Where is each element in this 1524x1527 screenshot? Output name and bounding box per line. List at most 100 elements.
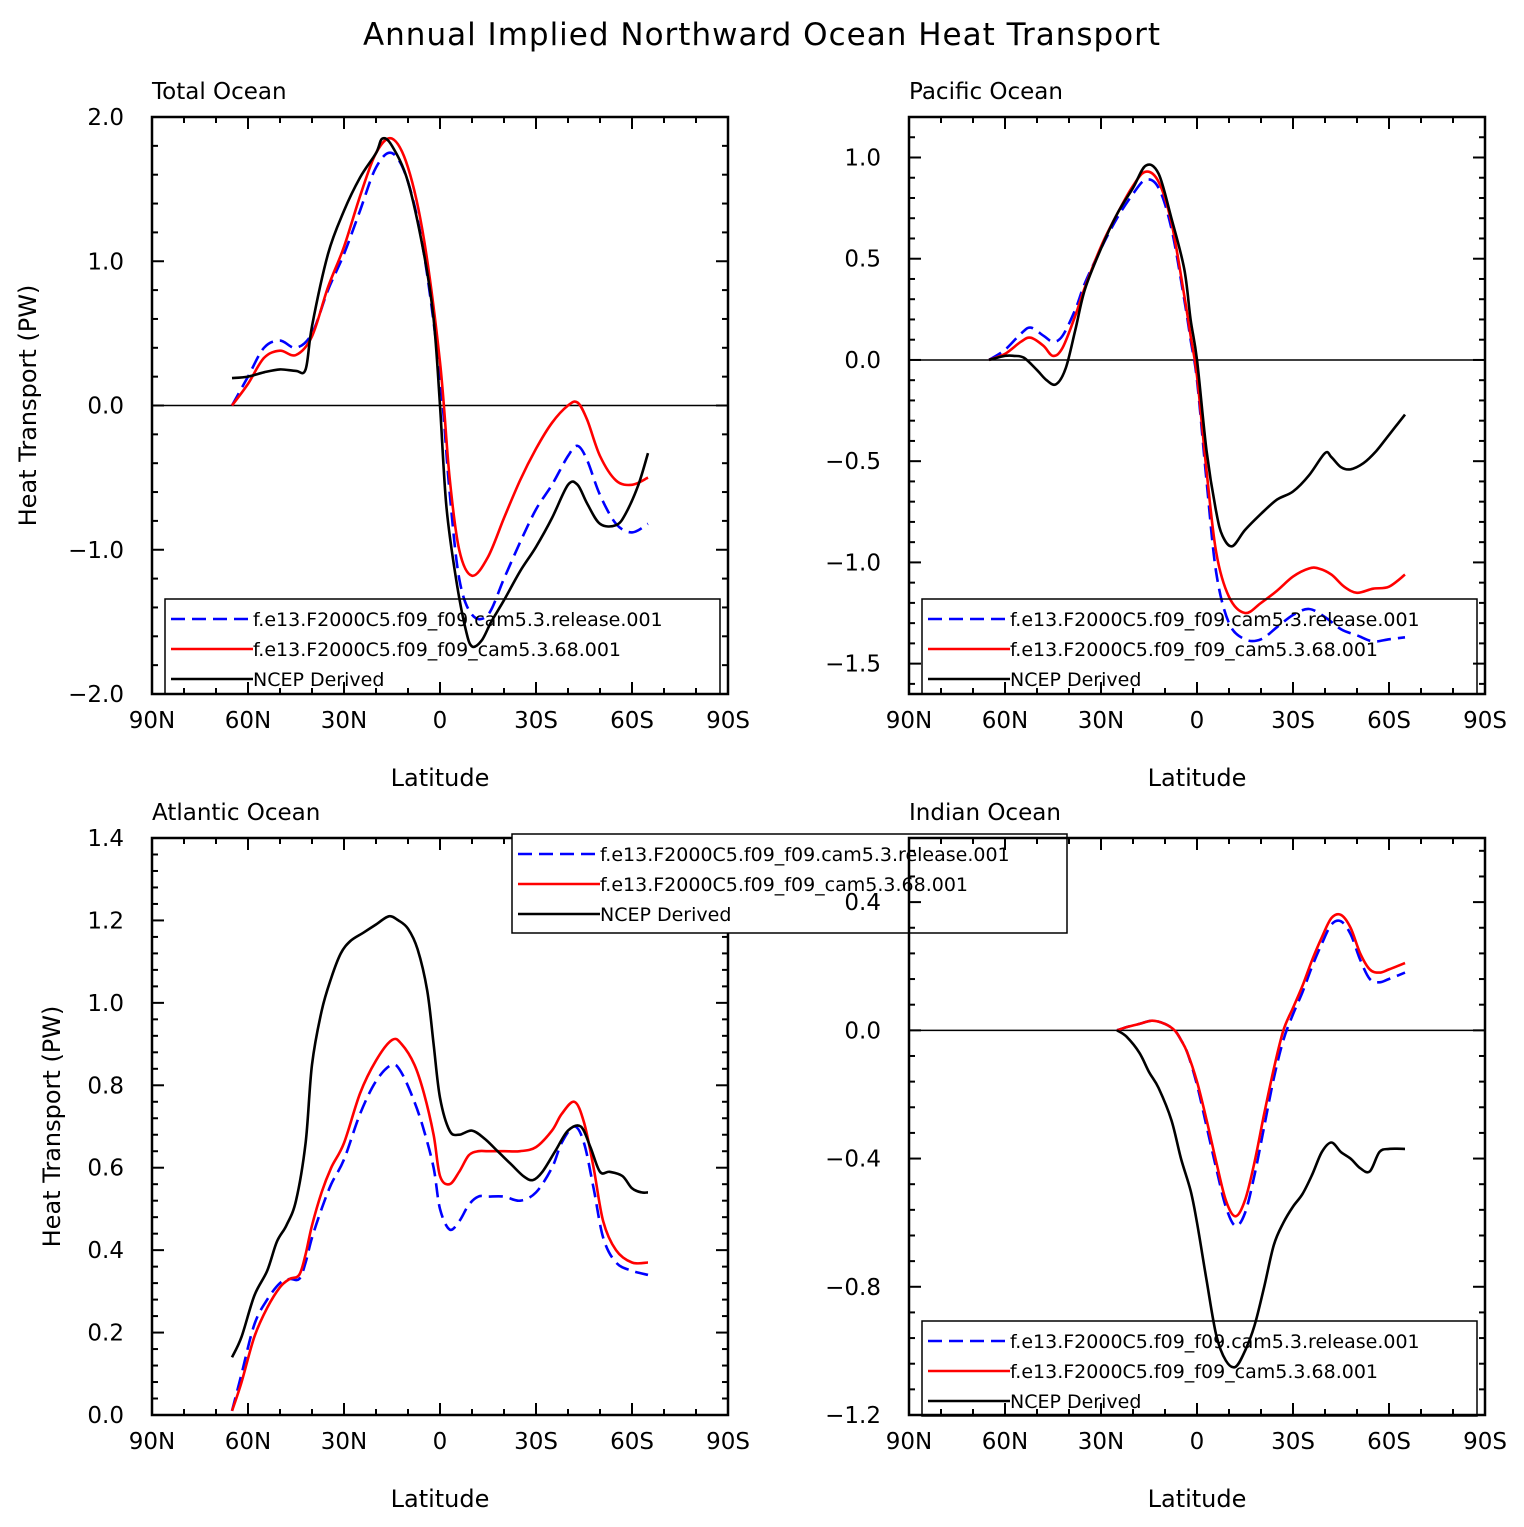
panel-1: Pacific Ocean 90N 60N 30N 0 30S 60S 90S −1.5 −1.0… — [825, 79, 1507, 792]
x-tick-label: 60S — [1367, 708, 1411, 734]
legend-box — [164, 598, 721, 695]
x-axis-label: Latitude — [1148, 1485, 1247, 1513]
x-tick-label: 0 — [433, 1429, 448, 1455]
legend-box — [511, 833, 1068, 934]
x-tick-label: 60N — [225, 708, 271, 734]
legend-label: f.e13.F2000C5.f09_f09_cam5.3.68.001 — [1010, 639, 1378, 661]
legend: f.e13.F2000C5.f09_f09.cam5.3.release.001… — [921, 598, 1478, 695]
series-line-2 — [988, 163, 1407, 548]
y-tick-label: −2.0 — [68, 682, 124, 708]
main-title: Annual Implied Northward Ocean Heat Tran… — [363, 17, 1161, 53]
x-tick-label: 90S — [706, 1429, 750, 1455]
x-tick-label: 30S — [1271, 708, 1315, 734]
x-tick-label: 90N — [129, 1429, 175, 1455]
y-axis-label: Heat Transport (PW) — [38, 1006, 66, 1248]
legend-label: NCEP Derived — [1010, 1391, 1141, 1413]
x-tick-label: 60S — [1367, 1429, 1411, 1455]
legend-label: f.e13.F2000C5.f09_f09_cam5.3.68.001 — [600, 874, 968, 896]
y-tick-label: −0.8 — [825, 1275, 881, 1301]
x-tick-label: 60S — [610, 708, 654, 734]
series-group — [1116, 912, 1406, 1369]
y-tick-label: 0.5 — [844, 247, 881, 273]
y-tick-label: −1.0 — [68, 538, 124, 564]
x-tick-label: 90N — [886, 1429, 932, 1455]
series-group — [230, 914, 649, 1412]
y-tick-label: 1.2 — [87, 908, 124, 934]
x-tick-label: 30N — [321, 708, 367, 734]
panel-title: Atlantic Ocean — [152, 800, 320, 826]
legend: f.e13.F2000C5.f09_f09.cam5.3.release.001… — [164, 598, 721, 695]
y-tick-label: 0.0 — [87, 1403, 124, 1429]
x-axis-label: Latitude — [391, 1485, 490, 1513]
legend: f.e13.F2000C5.f09_f09.cam5.3.release.001… — [921, 1320, 1478, 1417]
legend-box — [921, 598, 1478, 695]
series-line-2 — [1116, 1029, 1406, 1369]
x-tick-label: 30N — [1078, 1429, 1124, 1455]
x-tick-label: 90S — [706, 708, 750, 734]
legend-label: f.e13.F2000C5.f09_f09.cam5.3.release.001 — [1010, 1331, 1420, 1353]
y-tick-label: 0.0 — [844, 1018, 881, 1044]
legend: f.e13.F2000C5.f09_f09.cam5.3.release.001… — [511, 833, 1068, 934]
panel-title: Indian Ocean — [909, 800, 1061, 826]
x-tick-label: 30S — [1271, 1429, 1315, 1455]
y-tick-label: 0.4 — [87, 1238, 124, 1264]
x-tick-label: 60N — [982, 1429, 1028, 1455]
legend-label: f.e13.F2000C5.f09_f09.cam5.3.release.001 — [253, 609, 663, 631]
legend-label: f.e13.F2000C5.f09_f09_cam5.3.68.001 — [253, 639, 621, 661]
y-tick-label: 2.0 — [87, 105, 124, 131]
y-tick-label: −0.5 — [825, 449, 881, 475]
legend-box — [921, 1320, 1478, 1417]
y-axis-label: Heat Transport (PW) — [14, 285, 42, 527]
x-tick-label: 90S — [1463, 708, 1507, 734]
y-tick-label: 1.0 — [87, 991, 124, 1017]
y-tick-label: 1.0 — [844, 145, 881, 171]
series-line-0 — [1116, 919, 1406, 1228]
series-line-1 — [988, 170, 1406, 615]
panel-title: Total Ocean — [151, 79, 287, 105]
legend-label: NCEP Derived — [600, 904, 731, 926]
legend-label: NCEP Derived — [253, 669, 384, 691]
x-tick-label: 90N — [129, 708, 175, 734]
panel-3: Indian Ocean 90N 60N 30N 0 30S 60S 90S −1.2 −0.8 −… — [825, 800, 1507, 1513]
x-tick-label: 30S — [514, 708, 558, 734]
y-tick-label: 1.4 — [87, 826, 124, 852]
x-tick-label: 60S — [610, 1429, 654, 1455]
y-tick-label: 0.8 — [87, 1073, 124, 1099]
y-tick-label: −1.5 — [825, 652, 881, 678]
y-tick-label: 0.0 — [844, 348, 881, 374]
x-tick-label: 60N — [225, 1429, 271, 1455]
x-axis-label: Latitude — [391, 764, 490, 792]
x-tick-label: 30N — [1078, 708, 1124, 734]
series-line-2 — [231, 136, 650, 649]
x-tick-label: 90S — [1463, 1429, 1507, 1455]
x-axis-label: Latitude — [1148, 764, 1247, 792]
x-tick-label: 0 — [1190, 1429, 1205, 1455]
legend-label: f.e13.F2000C5.f09_f09.cam5.3.release.001 — [600, 844, 1010, 866]
legend-label: NCEP Derived — [1010, 669, 1141, 691]
series-line-1 — [1116, 912, 1406, 1218]
panel-title: Pacific Ocean — [909, 79, 1063, 105]
panel-0: Total Ocean 90N 60N 30N 0 30S 60S 90S −2.0 −1.0 0.… — [14, 79, 750, 792]
y-tick-label: 0.0 — [87, 394, 124, 420]
legend-label: f.e13.F2000C5.f09_f09.cam5.3.release.001 — [1010, 609, 1420, 631]
series-group — [230, 136, 650, 649]
series-line-1 — [230, 1037, 649, 1412]
series-group — [988, 163, 1407, 643]
y-tick-label: −0.4 — [825, 1147, 881, 1173]
x-tick-label: 60N — [982, 708, 1028, 734]
x-tick-label: 30S — [514, 1429, 558, 1455]
y-tick-label: 0.4 — [844, 890, 881, 916]
panel-2: Atlantic Ocean 90N 60N 30N 0 30S 60S 90S 0.0 0.2 0… — [38, 800, 1068, 1513]
y-tick-label: −1.2 — [825, 1403, 881, 1429]
x-tick-label: 0 — [1190, 708, 1205, 734]
series-line-2 — [230, 914, 649, 1358]
x-tick-label: 0 — [433, 708, 448, 734]
x-tick-label: 90N — [886, 708, 932, 734]
y-tick-label: 0.6 — [87, 1156, 124, 1182]
y-tick-label: 1.0 — [87, 249, 124, 275]
y-tick-label: 0.2 — [87, 1321, 124, 1347]
legend-label: f.e13.F2000C5.f09_f09_cam5.3.68.001 — [1010, 1361, 1378, 1383]
y-tick-label: −1.0 — [825, 550, 881, 576]
x-tick-label: 30N — [321, 1429, 367, 1455]
